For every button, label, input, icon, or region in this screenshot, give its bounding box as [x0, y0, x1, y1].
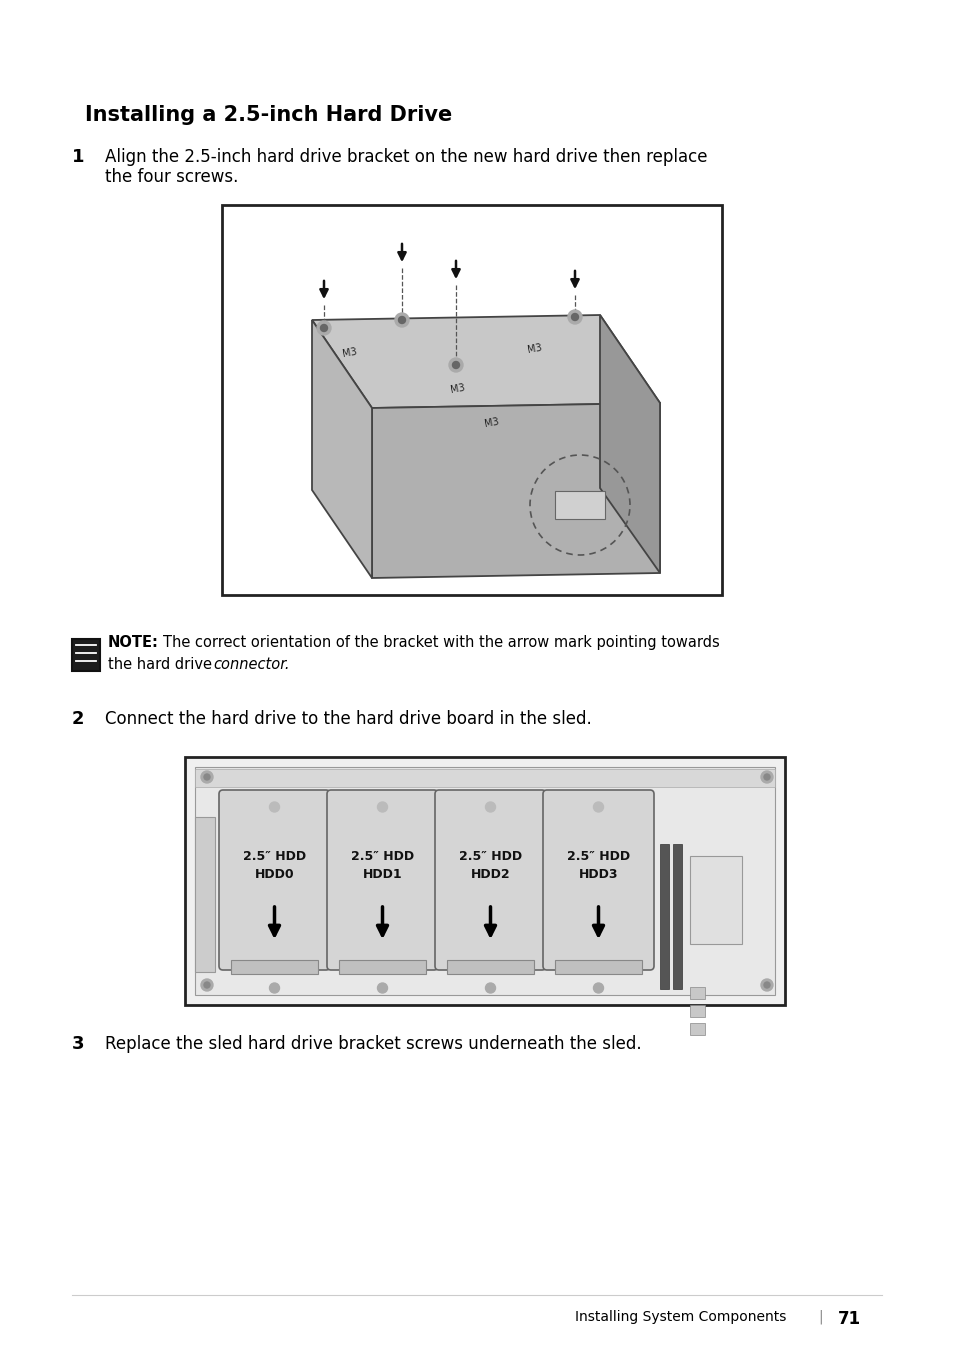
Text: connector.: connector.: [213, 657, 289, 672]
Bar: [194, 817, 214, 972]
Bar: [689, 987, 704, 999]
Bar: [338, 960, 426, 973]
Polygon shape: [312, 315, 659, 408]
Circle shape: [593, 802, 603, 813]
Circle shape: [760, 979, 772, 991]
Polygon shape: [599, 315, 659, 573]
Text: Installing System Components: Installing System Components: [575, 1310, 785, 1324]
Text: M3: M3: [341, 346, 357, 360]
Text: 71: 71: [837, 1310, 861, 1328]
Circle shape: [204, 773, 210, 780]
Text: 1: 1: [71, 147, 85, 166]
Text: NOTE:: NOTE:: [108, 635, 159, 650]
Circle shape: [316, 320, 331, 335]
Bar: [672, 844, 681, 990]
Circle shape: [485, 802, 495, 813]
Circle shape: [593, 983, 603, 992]
Circle shape: [571, 314, 578, 320]
Polygon shape: [372, 403, 659, 579]
Bar: [659, 844, 668, 990]
Text: 2.5″ HDD: 2.5″ HDD: [458, 849, 521, 863]
Bar: [689, 1023, 704, 1036]
Text: the hard drive: the hard drive: [108, 657, 212, 672]
Text: HDD0: HDD0: [254, 868, 294, 880]
Text: 2: 2: [71, 710, 85, 727]
Text: the four screws.: the four screws.: [105, 168, 238, 187]
Bar: [555, 960, 641, 973]
Text: 3: 3: [71, 1036, 85, 1053]
Bar: [447, 960, 534, 973]
Bar: [689, 1005, 704, 1017]
Circle shape: [201, 979, 213, 991]
FancyBboxPatch shape: [435, 790, 545, 969]
Circle shape: [763, 982, 769, 988]
Circle shape: [377, 802, 387, 813]
Polygon shape: [312, 320, 372, 579]
Text: M3: M3: [526, 342, 542, 356]
Circle shape: [485, 983, 495, 992]
Circle shape: [449, 358, 462, 372]
Bar: [689, 856, 741, 944]
FancyBboxPatch shape: [327, 790, 437, 969]
Text: 2.5″ HDD: 2.5″ HDD: [351, 849, 414, 863]
Circle shape: [269, 983, 279, 992]
Text: Connect the hard drive to the hard drive board in the sled.: Connect the hard drive to the hard drive…: [105, 710, 591, 727]
Text: |: |: [817, 1310, 821, 1325]
Circle shape: [398, 316, 405, 323]
Bar: [222, 206, 721, 595]
Text: Installing a 2.5-inch Hard Drive: Installing a 2.5-inch Hard Drive: [85, 105, 452, 124]
Text: The correct orientation of the bracket with the arrow mark pointing towards: The correct orientation of the bracket w…: [163, 635, 719, 650]
Text: HDD3: HDD3: [578, 868, 618, 880]
Bar: [194, 769, 774, 787]
Text: Align the 2.5-inch hard drive bracket on the new hard drive then replace: Align the 2.5-inch hard drive bracket on…: [105, 147, 707, 166]
Circle shape: [204, 982, 210, 988]
Bar: [194, 767, 774, 995]
Text: 2.5″ HDD: 2.5″ HDD: [243, 849, 306, 863]
Text: HDD1: HDD1: [362, 868, 402, 880]
Circle shape: [567, 310, 581, 324]
Text: M3: M3: [483, 416, 499, 429]
Bar: [555, 491, 604, 519]
Circle shape: [269, 802, 279, 813]
Bar: [231, 960, 317, 973]
Text: Replace the sled hard drive bracket screws underneath the sled.: Replace the sled hard drive bracket scre…: [105, 1036, 641, 1053]
Circle shape: [377, 983, 387, 992]
Bar: [185, 757, 784, 1005]
FancyBboxPatch shape: [542, 790, 654, 969]
Text: 2.5″ HDD: 2.5″ HDD: [566, 849, 629, 863]
Text: M3: M3: [450, 383, 466, 395]
Circle shape: [320, 324, 327, 331]
FancyBboxPatch shape: [219, 790, 330, 969]
Bar: [71, 639, 100, 671]
Circle shape: [201, 771, 213, 783]
Circle shape: [452, 361, 459, 369]
Circle shape: [395, 314, 409, 327]
Circle shape: [763, 773, 769, 780]
Text: HDD2: HDD2: [470, 868, 510, 880]
Circle shape: [760, 771, 772, 783]
